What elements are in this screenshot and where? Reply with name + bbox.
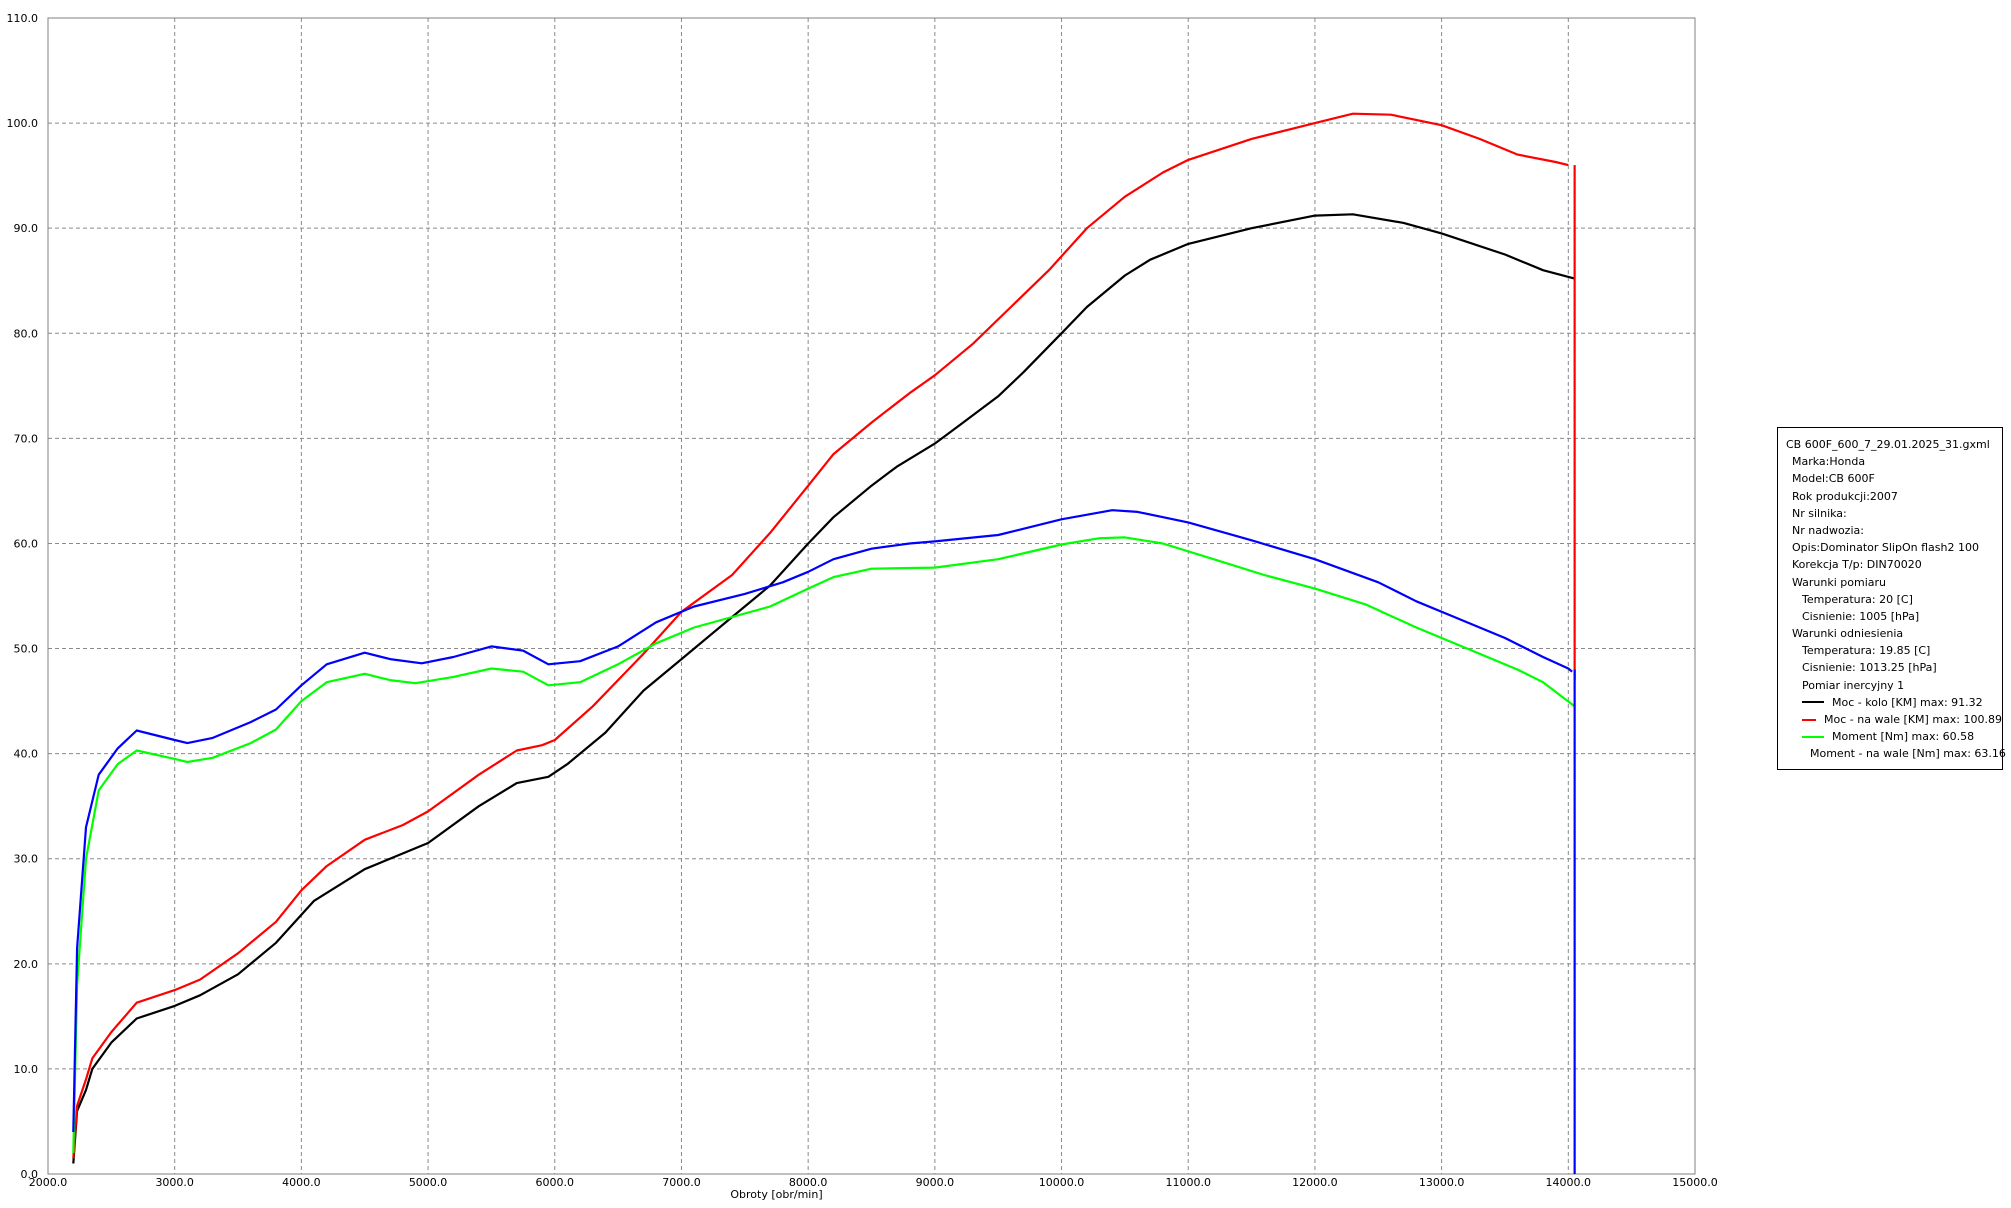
x-tick-label: 3000.0 xyxy=(155,1176,194,1189)
x-tick-label: 11000.0 xyxy=(1165,1176,1211,1189)
y-tick-label: 30.0 xyxy=(14,853,39,866)
legend-entry-torque: Moment [Nm] max: 60.58 xyxy=(1786,728,2002,745)
legend-entry-power-crank: Moc - na wale [KM] max: 100.89 xyxy=(1786,711,2002,728)
legend-entry-label: Moc - kolo [KM] max: 91.32 xyxy=(1832,695,1983,709)
legend-info-year: Rok produkcji:2007 xyxy=(1792,489,1898,503)
series-line xyxy=(72,536,1576,1154)
legend-ref-pressure: Cisnienie: 1013.25 [hPa] xyxy=(1802,661,1937,675)
legend-info-correction: Korekcja T/p: DIN70020 xyxy=(1792,558,1922,572)
legend-measure-temp: Temperatura: 20 [C] xyxy=(1802,592,1913,606)
legend-info-description: Opis:Dominator SlipOn flash2 100 xyxy=(1792,541,1979,555)
y-tick-label: 20.0 xyxy=(14,958,39,971)
legend-swatch xyxy=(1802,718,1817,721)
legend-swatch xyxy=(1802,701,1824,704)
grid-lines xyxy=(48,18,1695,1174)
y-tick-label: 70.0 xyxy=(14,432,39,445)
x-axis-label: Obroty [obr/min] xyxy=(730,1188,822,1201)
y-tick-label: 0.0 xyxy=(21,1168,39,1181)
y-tick-label: 10.0 xyxy=(14,1063,39,1076)
plot-frame xyxy=(47,17,1696,1175)
y-axis: 0.0 10.0 20.0 30.0 40.0 50.0 60.0 70.0 80.0 90.0 1… xyxy=(7,12,39,1181)
x-tick-label: 14000.0 xyxy=(1546,1176,1592,1189)
legend-panel: CB 600F_600_7_29.01.2025_31.gxml Marka:H… xyxy=(1777,427,2006,770)
legend-entry-label: Moment - na wale [Nm] max: 63.16 xyxy=(1810,747,2006,761)
legend-measure-title: Warunki pomiaru xyxy=(1792,575,1887,589)
x-axis: 2000.0 3000.0 4000.0 5000.0 6000.0 7000.0 8000… xyxy=(29,1176,1718,1189)
x-tick-label: 10000.0 xyxy=(1039,1176,1085,1189)
legend-swatch xyxy=(1802,735,1824,738)
series-line xyxy=(72,509,1573,1133)
legend-measure-pressure: Cisnienie: 1005 [hPa] xyxy=(1802,609,1920,623)
legend-info-body-no: Nr nadwozia: xyxy=(1792,523,1864,537)
series-line xyxy=(72,112,1569,1159)
x-tick-label: 6000.0 xyxy=(536,1176,575,1189)
y-tick-label: 50.0 xyxy=(14,643,39,656)
legend-info-make: Marka:Honda xyxy=(1792,455,1866,469)
y-tick-label: 80.0 xyxy=(14,327,39,340)
y-tick-label: 100.0 xyxy=(7,117,39,130)
legend-ref-temp: Temperatura: 19.85 [C] xyxy=(1802,644,1931,658)
legend-entry-label: Moment [Nm] max: 60.58 xyxy=(1832,730,1975,744)
x-tick-label: 4000.0 xyxy=(282,1176,321,1189)
x-tick-label: 2000.0 xyxy=(29,1176,68,1189)
x-tick-label: 9000.0 xyxy=(916,1176,955,1189)
x-tick-label: 13000.0 xyxy=(1419,1176,1465,1189)
x-tick-label: 12000.0 xyxy=(1292,1176,1338,1189)
legend-info-engine-no: Nr silnika: xyxy=(1792,506,1847,520)
y-tick-label: 110.0 xyxy=(7,12,39,25)
series-layer xyxy=(72,112,1576,1174)
legend-entry-label: Moc - na wale [KM] max: 100.89 xyxy=(1824,713,2002,726)
legend-run-title: Pomiar inercyjny 1 xyxy=(1802,678,1905,692)
x-tick-label: 8000.0 xyxy=(789,1176,828,1189)
x-tick-label: 5000.0 xyxy=(409,1176,448,1189)
legend-file-name: CB 600F_600_7_29.01.2025_31.gxml xyxy=(1786,438,1990,451)
y-tick-label: 60.0 xyxy=(14,537,39,550)
legend-ref-title: Warunki odniesienia xyxy=(1792,627,1904,641)
y-tick-label: 90.0 xyxy=(14,222,39,235)
y-tick-label: 40.0 xyxy=(14,748,39,761)
legend-entry-torque-crank: Moment - na wale [Nm] max: 63.16 xyxy=(1786,745,2006,762)
x-tick-label: 7000.0 xyxy=(662,1176,701,1189)
x-tick-label: 15000.0 xyxy=(1672,1176,1718,1189)
legend-entry-power-wheel: Moc - kolo [KM] max: 91.32 xyxy=(1786,694,2002,711)
legend-info-model: Model:CB 600F xyxy=(1792,472,1875,486)
